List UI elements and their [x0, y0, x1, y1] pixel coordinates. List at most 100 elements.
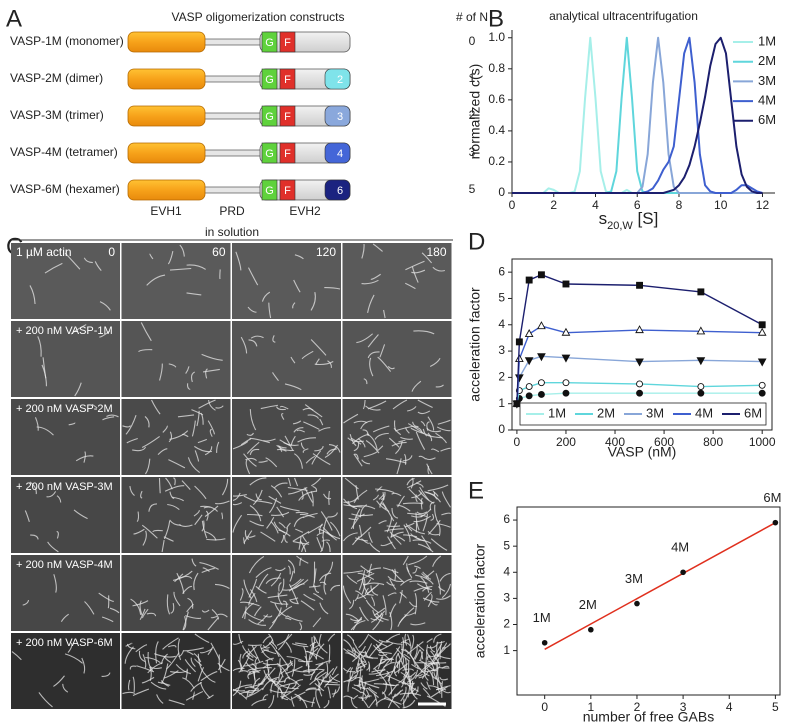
filament — [232, 640, 244, 645]
filament — [185, 366, 190, 374]
filament — [410, 477, 414, 489]
filament — [53, 675, 65, 687]
filament — [386, 517, 392, 533]
filament — [163, 670, 179, 679]
filament — [270, 485, 283, 498]
filaments — [24, 481, 88, 553]
filament — [245, 457, 257, 462]
count-header: # of N — [456, 10, 488, 24]
filament — [393, 661, 398, 677]
filament — [281, 683, 291, 699]
n-count: 0 — [469, 34, 476, 48]
filament — [129, 665, 137, 670]
filament — [327, 512, 338, 518]
filament — [261, 291, 271, 302]
filament — [125, 414, 137, 435]
filament — [322, 527, 337, 541]
point-label: 3M — [625, 571, 643, 586]
marker — [696, 357, 706, 366]
marker — [697, 389, 705, 397]
filament — [185, 691, 204, 701]
y-tick-label: 0.2 — [488, 154, 505, 168]
filament — [365, 405, 381, 411]
filament — [396, 458, 402, 475]
micrograph — [121, 555, 231, 631]
filament — [307, 524, 323, 534]
condition-label: + 200 nM VASP-6M — [16, 637, 113, 649]
panel-letter: E — [468, 477, 484, 504]
filament — [432, 555, 442, 567]
filament — [343, 413, 359, 424]
oligomer-domain — [324, 105, 351, 127]
plot-frame — [511, 258, 773, 431]
filament — [206, 538, 226, 541]
filament — [366, 593, 374, 596]
filament — [385, 675, 407, 686]
filament — [310, 491, 314, 507]
filament — [292, 531, 310, 542]
filament — [427, 484, 449, 492]
filament — [284, 435, 294, 451]
filament — [210, 642, 221, 660]
filament — [387, 592, 397, 597]
filament — [141, 676, 155, 684]
filament — [387, 679, 393, 695]
construct-name: VASP-1M (monomer) — [10, 34, 124, 48]
filament — [382, 595, 387, 616]
filament — [269, 689, 291, 694]
filament — [412, 421, 419, 428]
legend-label: 6M — [744, 405, 762, 420]
filament — [391, 492, 402, 497]
filament — [367, 351, 380, 359]
micrograph — [11, 633, 120, 709]
filament — [280, 695, 289, 701]
filament — [439, 572, 451, 582]
filament — [363, 678, 380, 684]
filament — [182, 677, 195, 689]
filament — [247, 535, 256, 538]
filament — [232, 667, 245, 672]
filament — [415, 431, 426, 450]
filament — [440, 447, 451, 452]
filament — [194, 633, 210, 644]
filament — [136, 511, 140, 523]
filament — [368, 634, 388, 647]
filament — [191, 420, 196, 437]
panel-letter: A — [6, 5, 22, 32]
filament — [379, 344, 386, 358]
filament — [197, 653, 206, 675]
filament — [177, 638, 182, 661]
filament — [372, 613, 384, 631]
filament — [400, 578, 412, 586]
filament — [319, 602, 329, 615]
filament — [263, 438, 276, 442]
g-motif — [261, 68, 278, 90]
filament — [142, 530, 147, 546]
filament — [435, 518, 441, 536]
filament — [168, 431, 173, 443]
filament — [441, 583, 452, 599]
filament — [323, 576, 327, 595]
filament — [323, 673, 339, 688]
x-tick-label: 200 — [556, 435, 576, 449]
filament — [307, 414, 320, 419]
y-tick-label: 6 — [498, 264, 505, 278]
filament — [169, 491, 175, 500]
filament — [387, 536, 396, 550]
filament — [400, 686, 407, 702]
filament — [138, 349, 153, 353]
filament — [361, 578, 366, 595]
marker — [562, 280, 570, 288]
oligomer-label: 6 — [337, 185, 343, 197]
filament — [146, 612, 157, 617]
filament — [362, 399, 366, 410]
filament — [358, 665, 362, 687]
filament — [435, 432, 448, 444]
filament — [182, 616, 187, 631]
filament — [149, 665, 162, 670]
filament — [319, 523, 323, 534]
filament — [412, 645, 418, 661]
filament — [342, 585, 352, 604]
filament — [129, 485, 135, 496]
filament — [408, 488, 424, 504]
